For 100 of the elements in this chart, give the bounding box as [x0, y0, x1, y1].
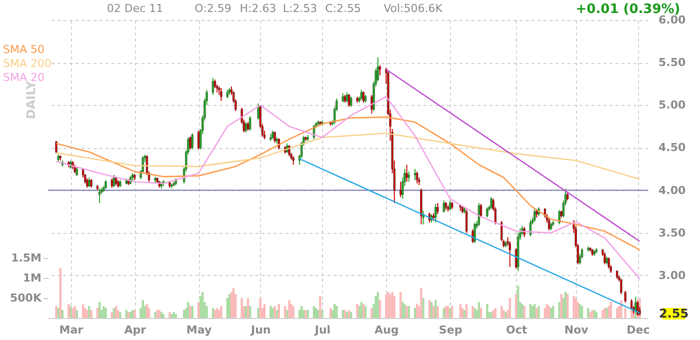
bar: [459, 304, 462, 318]
y2-tick-label: 1.5M: [11, 252, 42, 264]
bar: [558, 302, 560, 318]
bar: [298, 310, 301, 318]
bar: [319, 296, 322, 318]
bar: [216, 308, 218, 318]
bar: [444, 306, 448, 318]
text: 02 Dec 11: [106, 2, 164, 15]
x-tick-label: Jun: [250, 324, 271, 336]
x-tick-label: Apr: [124, 324, 147, 336]
x-tick-label: Aug: [374, 324, 399, 336]
y-tick-label: 4.00: [658, 184, 686, 197]
bar: [276, 310, 278, 318]
bar: [478, 302, 480, 318]
bar: [572, 296, 575, 318]
candlestick: [414, 168, 416, 181]
bar: [292, 306, 294, 318]
candlestick: [508, 240, 511, 268]
bar: [620, 300, 622, 318]
bar: [414, 308, 416, 318]
text: H:2.63: [240, 2, 276, 15]
bar: [560, 294, 562, 318]
bar: [399, 292, 402, 318]
bar: [134, 310, 136, 318]
bar: [317, 310, 320, 318]
text: SMA 200: [3, 57, 52, 70]
bar: [580, 306, 584, 318]
y-tick-label: 3.50: [658, 226, 686, 240]
candlestick: [436, 202, 439, 215]
candlestick: [86, 178, 88, 188]
text: Vol:506.6K: [384, 2, 444, 15]
candlestick: [378, 64, 382, 76]
candlestick: [98, 188, 101, 204]
bar: [587, 308, 590, 318]
candlestick: [478, 202, 480, 227]
candlestick: [434, 203, 437, 224]
bar: [206, 306, 208, 318]
candlestick: [406, 164, 408, 182]
bar: [104, 308, 107, 318]
bar: [610, 302, 612, 318]
bar: [240, 298, 243, 318]
bar: [376, 292, 379, 318]
candlestick: [191, 132, 194, 150]
bar: [202, 292, 204, 318]
bar: [142, 300, 144, 318]
candlestick: [548, 218, 550, 231]
bar: [278, 304, 280, 318]
y-tick-label: 5.50: [658, 56, 686, 70]
candlestick: [110, 178, 113, 188]
bar: [197, 302, 200, 318]
bar: [102, 306, 105, 318]
bar: [270, 306, 272, 318]
bar: [436, 306, 439, 318]
bar: [486, 304, 488, 318]
bar: [314, 308, 318, 318]
bar: [442, 308, 445, 318]
bar: [82, 304, 84, 318]
candlestick: [189, 136, 192, 150]
bar: [321, 310, 324, 318]
bar: [246, 298, 250, 318]
x-tick-label: Mar: [59, 324, 84, 336]
bar: [334, 304, 336, 318]
candlestick: [442, 200, 445, 213]
bar: [494, 308, 497, 318]
bar: [220, 306, 222, 318]
bar: [416, 304, 418, 318]
bar: [595, 312, 598, 318]
x-tick-label: Nov: [564, 324, 590, 336]
text: SMA 50: [3, 43, 44, 56]
bar: [187, 302, 190, 318]
bar: [300, 306, 303, 318]
candlestick: [197, 130, 200, 150]
bar: [74, 306, 76, 318]
bar: [420, 288, 422, 318]
candlestick: [486, 206, 488, 218]
bar: [465, 304, 468, 318]
bar: [110, 312, 114, 318]
bar: [148, 308, 150, 318]
candlestick: [474, 222, 476, 244]
bar: [284, 306, 286, 318]
bar: [182, 310, 186, 318]
y-tick-label: 5.00: [658, 98, 686, 112]
bar: [199, 296, 202, 318]
bar: [531, 306, 534, 318]
x-tick-label: May: [186, 324, 212, 336]
candlestick: [608, 257, 610, 270]
bar: [480, 308, 482, 318]
bar: [385, 294, 388, 318]
bar: [500, 306, 503, 318]
candlestick: [244, 122, 247, 133]
bar: [548, 306, 550, 318]
bar: [98, 302, 101, 318]
bar: [162, 314, 165, 318]
candlestick: [348, 94, 350, 108]
x-tick-label: Dec: [626, 324, 650, 336]
candlestick: [360, 89, 362, 101]
bar: [552, 306, 554, 318]
candlestick: [346, 92, 348, 104]
bar: [360, 302, 362, 318]
bar: [544, 308, 546, 318]
